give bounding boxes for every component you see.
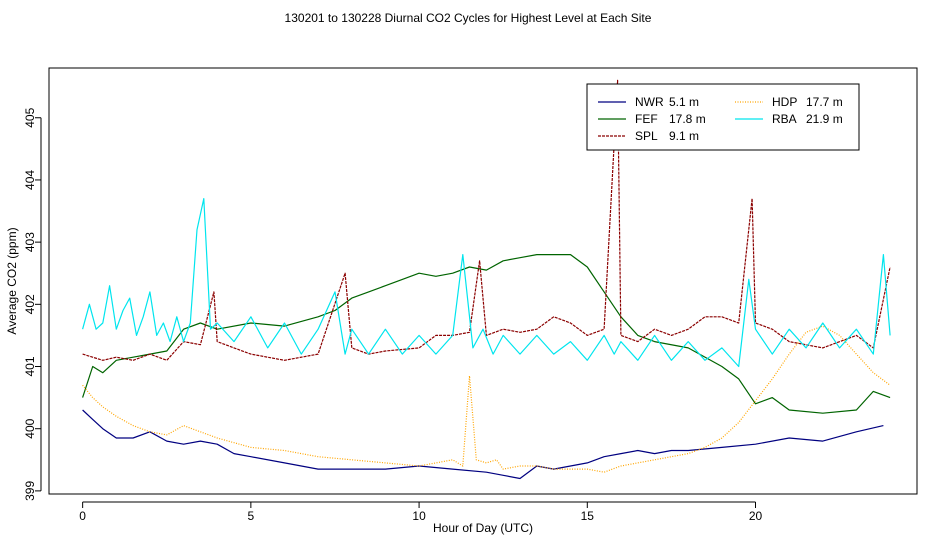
legend-label-spl: SPL — [635, 129, 658, 143]
y-tick-label: 402 — [23, 294, 37, 314]
legend: NWR 5.1 m HDP 17.7 m FEF 17.8 m RBA 21.9 m SPL 9.… — [586, 83, 860, 151]
plot-frame — [48, 67, 918, 495]
x-tick-label: 15 — [581, 509, 595, 523]
x-tick-label: 5 — [248, 509, 255, 523]
legend-height-nwr: 5.1 m — [669, 95, 699, 109]
legend-box — [586, 83, 860, 151]
x-axis: 0 5 10 15 20 — [79, 501, 763, 523]
y-axis: 399 400 401 402 403 404 405 — [23, 107, 42, 501]
y-tick-label: 403 — [23, 232, 37, 252]
series-line-spl — [82, 79, 891, 361]
x-tick-label: 10 — [412, 509, 426, 523]
y-tick-label: 401 — [23, 356, 37, 376]
series-line-nwr — [82, 409, 884, 480]
legend-height-rba: 21.9 m — [806, 112, 843, 126]
legend-height-spl: 9.1 m — [669, 129, 699, 143]
y-tick-label: 400 — [23, 418, 37, 438]
x-tick-label: 0 — [79, 509, 86, 523]
series-line-fef — [82, 254, 891, 414]
x-axis-label: Hour of Day (UTC) — [433, 521, 533, 535]
y-tick-label: 405 — [23, 107, 37, 127]
y-tick-label: 404 — [23, 170, 37, 190]
chart-title: 130201 to 130228 Diurnal CO2 Cycles for … — [285, 11, 652, 25]
x-tick-label: 20 — [749, 509, 763, 523]
series-line-rba — [82, 198, 891, 368]
legend-height-fef: 17.8 m — [669, 112, 706, 126]
legend-label-fef: FEF — [635, 112, 658, 126]
y-axis-label: Average CO2 (ppm) — [5, 227, 19, 334]
legend-label-nwr: NWR — [635, 95, 664, 109]
legend-label-rba: RBA — [772, 112, 797, 126]
legend-label-hdp: HDP — [772, 95, 797, 109]
legend-height-hdp: 17.7 m — [806, 95, 843, 109]
y-tick-label: 399 — [23, 481, 37, 501]
series-group — [82, 79, 891, 480]
series-line-hdp — [82, 325, 891, 473]
